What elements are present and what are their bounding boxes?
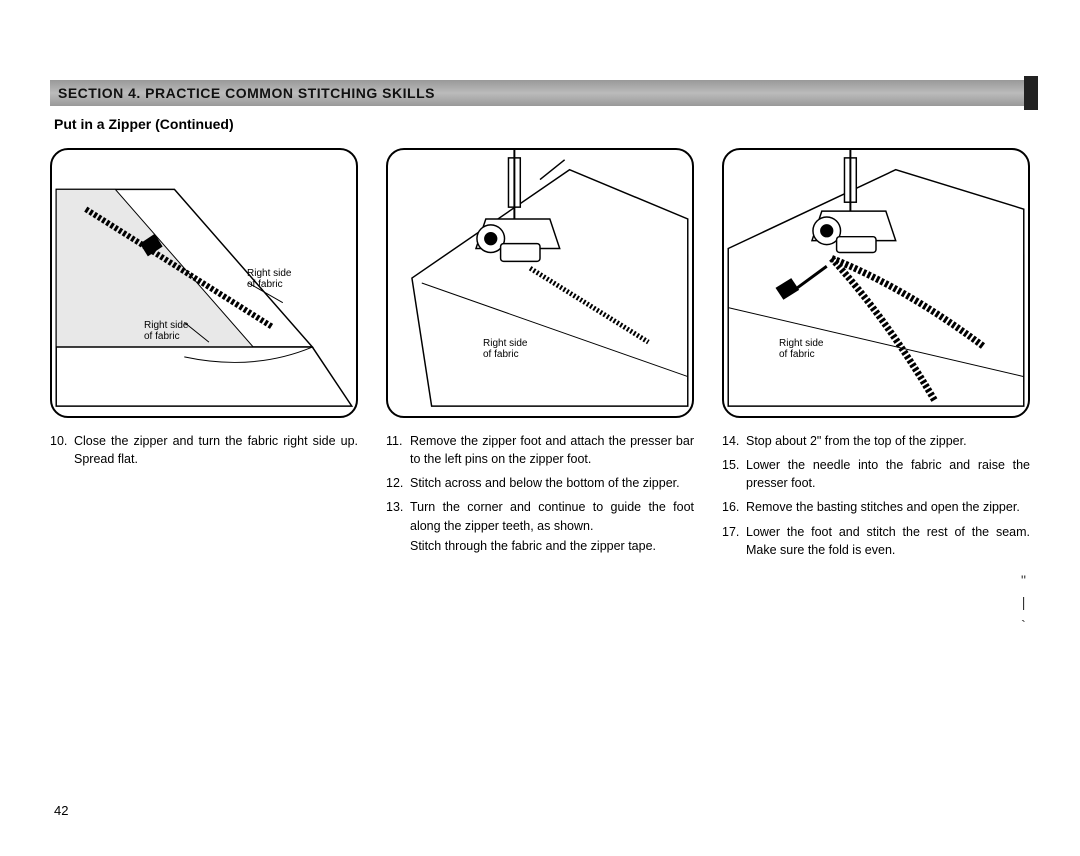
column-2-steps: 11. Remove the zipper foot and attach th… [386, 432, 694, 555]
page-subtitle: Put in a Zipper (Continued) [50, 112, 1030, 148]
content-columns: Right side of fabric Right side of fabri… [50, 148, 1030, 565]
step-number: 12. [386, 474, 410, 492]
step-text: Turn the corner and continue to guide th… [410, 498, 694, 554]
page-number: 42 [54, 803, 68, 818]
figure-1-label-b: Right side of fabric [144, 320, 188, 342]
step-10: 10. Close the zipper and turn the fabric… [50, 432, 358, 468]
figure-1: Right side of fabric Right side of fabri… [50, 148, 358, 418]
figure-2-label: Right side of fabric [483, 338, 527, 360]
section-header-text: SECTION 4. PRACTICE COMMON STITCHING SKI… [58, 85, 435, 101]
figure-3-label: Right side of fabric [779, 338, 823, 360]
step-14: 14. Stop about 2" from the top of the zi… [722, 432, 1030, 450]
step-16: 16. Remove the basting stitches and open… [722, 498, 1030, 516]
column-1: Right side of fabric Right side of fabri… [50, 148, 358, 565]
step-number: 17. [722, 523, 746, 559]
step-text: Lower the needle into the fabric and rai… [746, 456, 1030, 492]
step-number: 14. [722, 432, 746, 450]
step-text: Remove the zipper foot and attach the pr… [410, 432, 694, 468]
step-number: 10. [50, 432, 74, 468]
step-13: 13. Turn the corner and continue to guid… [386, 498, 694, 554]
step-number: 11. [386, 432, 410, 468]
margin-mark: "|` [1021, 569, 1026, 636]
step-text: Lower the foot and stitch the rest of th… [746, 523, 1030, 559]
step-15: 15. Lower the needle into the fabric and… [722, 456, 1030, 492]
step-13-line1: Turn the corner and continue to guide th… [410, 500, 694, 532]
column-2: Right side of fabric 11. Remove the zipp… [386, 148, 694, 565]
column-1-steps: 10. Close the zipper and turn the fabric… [50, 432, 358, 468]
step-text: Stop about 2" from the top of the zipper… [746, 432, 1030, 450]
step-13-line2: Stitch through the fabric and the zipper… [410, 537, 694, 555]
step-12: 12. Stitch across and below the bottom o… [386, 474, 694, 492]
figure-2: Right side of fabric [386, 148, 694, 418]
step-text: Stitch across and below the bottom of th… [410, 474, 694, 492]
step-text: Close the zipper and turn the fabric rig… [74, 432, 358, 468]
step-number: 16. [722, 498, 746, 516]
step-17: 17. Lower the foot and stitch the rest o… [722, 523, 1030, 559]
step-number: 13. [386, 498, 410, 554]
step-11: 11. Remove the zipper foot and attach th… [386, 432, 694, 468]
section-header-bar: SECTION 4. PRACTICE COMMON STITCHING SKI… [50, 80, 1030, 106]
column-3: Right side of fabric 14. Stop about 2" f… [722, 148, 1030, 565]
step-number: 15. [722, 456, 746, 492]
step-text: Remove the basting stitches and open the… [746, 498, 1030, 516]
column-3-steps: 14. Stop about 2" from the top of the zi… [722, 432, 1030, 559]
figure-3: Right side of fabric [722, 148, 1030, 418]
figure-1-label-a: Right side of fabric [247, 268, 291, 290]
